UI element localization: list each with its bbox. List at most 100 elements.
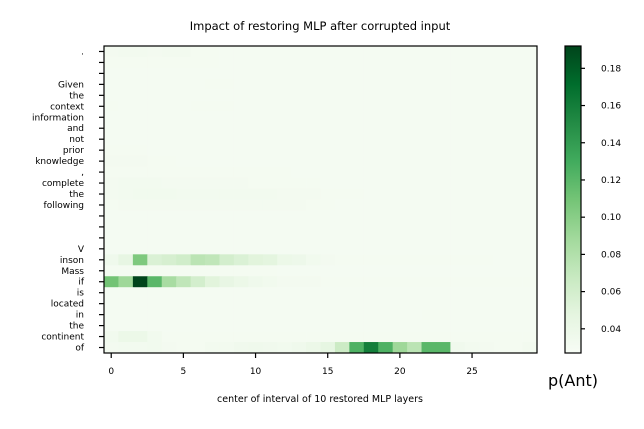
heatmap-cell [147, 331, 163, 343]
heatmap-cell [132, 331, 148, 343]
heatmap-cell [421, 287, 437, 299]
heatmap-cell [205, 144, 220, 157]
heatmap-cell [363, 221, 379, 233]
heatmap-cell [493, 144, 509, 157]
heatmap-cell [479, 100, 495, 113]
heatmap-cell [147, 56, 163, 69]
heatmap-cell [464, 342, 480, 354]
heatmap-cell [306, 100, 321, 113]
heatmap-cell [479, 78, 495, 91]
heatmap-cell [522, 342, 538, 354]
heatmap-cell [508, 56, 523, 69]
heatmap-cell [104, 276, 119, 288]
y-tick-label: the [69, 322, 84, 332]
y-tick-label: and [67, 124, 84, 134]
heatmap-cell [248, 276, 264, 288]
heatmap-cell [363, 133, 379, 146]
heatmap-cell [190, 221, 206, 233]
heatmap-cell [363, 89, 379, 102]
heatmap-cell [233, 331, 249, 343]
heatmap-cell [508, 46, 523, 58]
heatmap-cell [118, 155, 134, 167]
heatmap-cell [349, 199, 365, 211]
heatmap-cell [392, 232, 408, 244]
heatmap-cell [147, 177, 163, 189]
heatmap-cell [392, 122, 408, 135]
heatmap-cell [277, 155, 293, 167]
heatmap-cell [349, 100, 365, 113]
heatmap-cell [435, 188, 451, 200]
heatmap-cell [104, 155, 119, 167]
heatmap-cell [450, 320, 466, 332]
heatmap-cell [334, 89, 350, 102]
heatmap-cell [248, 144, 264, 157]
heatmap-cell [508, 144, 523, 157]
heatmap-cell [421, 342, 437, 354]
heatmap-cell [464, 287, 480, 299]
heatmap-cell [493, 78, 509, 91]
heatmap-cell [306, 133, 321, 146]
heatmap-cell [190, 320, 206, 332]
heatmap-cell [508, 265, 523, 277]
heatmap-cell [320, 177, 336, 189]
heatmap-cell [508, 243, 523, 255]
heatmap-cell [205, 199, 220, 211]
heatmap-cell [306, 309, 321, 321]
heatmap-cell [190, 199, 206, 211]
heatmap-cell [291, 276, 307, 288]
heatmap-cell [464, 100, 480, 113]
heatmap-cell [277, 56, 293, 69]
heatmap-cell [262, 265, 278, 277]
heatmap-cell [190, 188, 206, 200]
y-tick-label: located [51, 300, 84, 310]
heatmap-cell [479, 309, 495, 321]
heatmap-cell [320, 111, 336, 124]
heatmap-cell [450, 298, 466, 310]
heatmap-cell [334, 144, 350, 157]
heatmap-cell [421, 221, 437, 233]
colorbar-tick-label: 0.06 [601, 288, 621, 298]
heatmap-cell [421, 133, 437, 146]
heatmap-cell [450, 46, 466, 58]
heatmap-cell [493, 155, 509, 167]
heatmap-cell [262, 243, 278, 255]
heatmap-cell [306, 331, 321, 343]
heatmap-cell [392, 177, 408, 189]
heatmap-cell [479, 177, 495, 189]
heatmap-cell [205, 133, 220, 146]
heatmap-cell [378, 56, 394, 69]
colorbar-tick-label: 0.04 [601, 325, 621, 335]
heatmap-cell [421, 331, 437, 343]
heatmap-cell [147, 309, 163, 321]
heatmap-cell [104, 342, 119, 354]
heatmap-cell [392, 46, 408, 58]
heatmap-cell [277, 342, 293, 354]
heatmap-cell [233, 243, 249, 255]
heatmap-cell [421, 89, 437, 102]
heatmap-cell [118, 46, 134, 58]
heatmap-cell [378, 265, 394, 277]
heatmap-cell [147, 67, 163, 80]
heatmap-cell [161, 309, 177, 321]
heatmap-cell [104, 46, 119, 58]
heatmap-cell [479, 221, 495, 233]
heatmap-cell [493, 56, 509, 69]
heatmap-cell [392, 287, 408, 299]
heatmap-cell [378, 320, 394, 332]
heatmap-cell [435, 232, 451, 244]
heatmap-cell [334, 232, 350, 244]
heatmap-cell [233, 287, 249, 299]
heatmap-cell [407, 78, 422, 91]
heatmap-cell [407, 342, 422, 354]
heatmap-cell [363, 155, 379, 167]
heatmap-cell [407, 320, 422, 332]
heatmap-cell [219, 188, 235, 200]
heatmap-cell [450, 188, 466, 200]
heatmap-cell [320, 89, 336, 102]
x-axis-label: center of interval of 10 restored MLP la… [217, 394, 423, 405]
heatmap-cell [219, 133, 235, 146]
heatmap-cell [479, 287, 495, 299]
heatmap-cell [176, 254, 191, 266]
heatmap-cell [262, 155, 278, 167]
heatmap-cell [407, 188, 422, 200]
